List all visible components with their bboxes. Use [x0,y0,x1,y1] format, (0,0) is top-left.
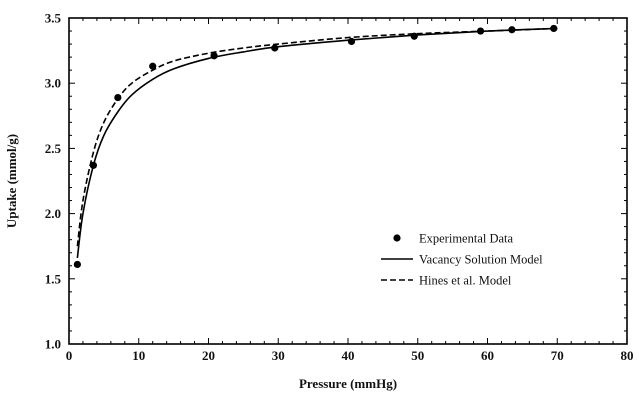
x-tick-label: 60 [481,348,494,363]
data-point [550,24,558,33]
markers-layer [73,24,558,269]
legend-label-hines-et-al-model: Hines et al. Model [419,274,512,288]
legend-label-experimental-data: Experimental Data [419,232,514,246]
ticks-layer: 0 10 20 30 40 50 60 70 80 1.0 1.5 2.0 2.5 3.0 3.5 [45,11,634,364]
y-tick-label: 2.5 [45,141,62,156]
legend: Experimental Data Vacancy Solution Model H… [381,232,543,288]
data-point [149,62,157,70]
series-line-vacancy-solution-model [76,27,558,259]
x-tick-label: 50 [411,348,424,363]
data-point [347,37,356,46]
x-tick-label: 20 [202,348,215,363]
data-point [271,44,279,52]
data-point [508,26,516,34]
x-tick-label: 10 [132,348,145,363]
data-point [410,32,418,40]
data-point [210,52,218,60]
x-tick-label: 80 [621,348,634,363]
x-axis-title: Pressure (mmHg) [299,376,397,391]
y-tick-label: 1.5 [45,271,62,286]
legend-marker-experimental-data [393,234,401,242]
data-point [89,161,98,169]
lines-layer [76,27,558,259]
data-point [476,27,485,35]
y-tick-label: 2.0 [45,206,61,221]
x-tick-label: 40 [342,348,355,363]
legend-label-vacancy-solution-model: Vacancy Solution Model [419,253,543,267]
x-tick-label: 70 [551,348,564,363]
y-tick-label: 3.0 [45,76,61,91]
y-axis-title: Uptake (mmol/g) [4,134,19,228]
x-tick-label: 30 [272,348,285,363]
data-point [114,93,122,102]
y-tick-label: 3.5 [45,11,62,26]
x-tick-label: 0 [66,348,73,363]
data-point [73,260,81,269]
series-line-hines-et-al-model [76,27,558,247]
plot-frame [68,17,628,345]
y-tick-label: 1.0 [45,337,61,352]
